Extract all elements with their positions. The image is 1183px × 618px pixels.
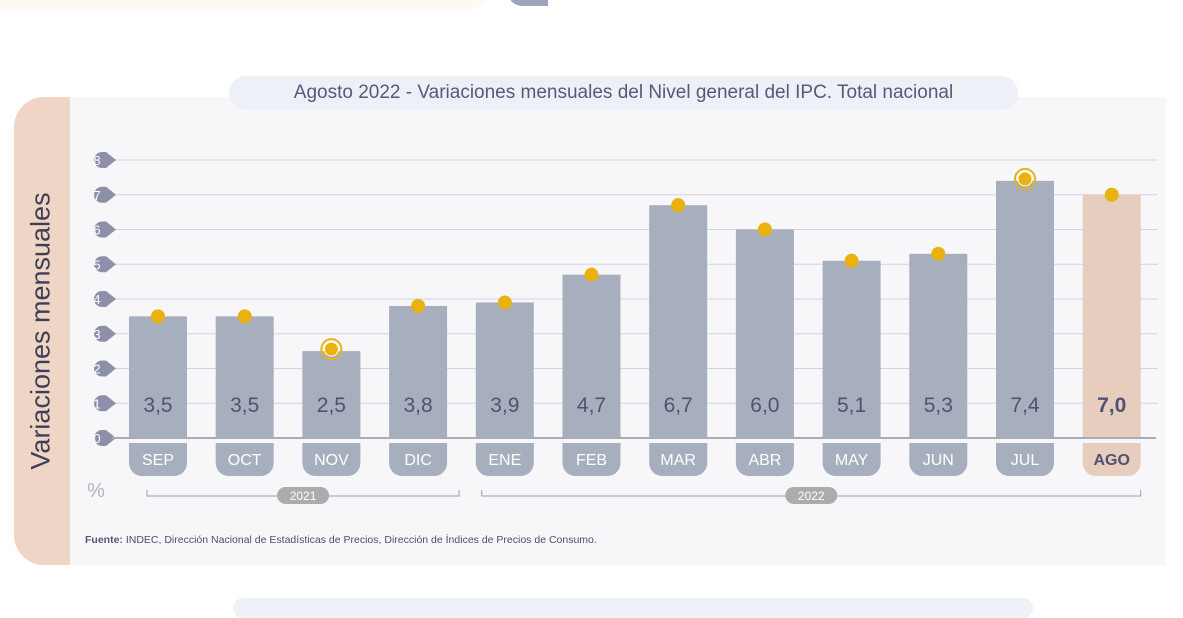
y-tick-label: 8 — [93, 153, 100, 168]
y-tick-label: 7 — [93, 188, 100, 203]
x-tick-badge — [215, 443, 274, 476]
marker-ring — [1014, 167, 1036, 190]
y-tick-label: 4 — [93, 292, 100, 307]
marker-dot — [844, 253, 859, 268]
y-tick-badge — [94, 395, 116, 412]
marker-dot — [151, 309, 165, 324]
bar-jun — [909, 253, 968, 438]
y-tick-badge — [94, 360, 116, 377]
marker-ring — [320, 338, 343, 361]
marker-dot — [323, 341, 339, 357]
value-label: 5,1 — [837, 394, 866, 417]
y-tick-badge — [94, 430, 116, 446]
x-tick-badge — [909, 443, 968, 476]
y-tick-badge — [94, 221, 116, 238]
source-label: Fuente: — [85, 534, 123, 546]
bar-may — [822, 260, 881, 438]
x-tick-label: DIC — [404, 452, 432, 469]
source-text: INDEC, Dirección Nacional de Estadística… — [122, 534, 597, 546]
value-label: 7,4 — [1010, 394, 1040, 417]
y-tick-label: 6 — [93, 223, 100, 238]
bar-oct — [215, 316, 274, 438]
value-label: 3,9 — [490, 394, 519, 417]
y-tick-label: 3 — [93, 327, 100, 342]
x-tick-badge — [996, 443, 1054, 476]
marker-dot — [931, 246, 946, 261]
y-tick-label: 5 — [93, 257, 100, 272]
marker-dot — [237, 309, 252, 324]
value-label: 4,7 — [577, 394, 606, 417]
value-label: 7,0 — [1097, 394, 1126, 417]
bar-ago — [1082, 194, 1141, 438]
x-tick-label: FEB — [576, 452, 607, 469]
value-label: 5,3 — [924, 394, 953, 417]
bar-abr — [735, 229, 794, 438]
y-unit-label: % — [87, 480, 105, 502]
previous-tab — [508, 0, 548, 6]
marker-dot — [584, 267, 599, 282]
marker-dot — [757, 222, 772, 237]
year-label: 2022 — [798, 489, 825, 503]
chart-svg: 0 1 2 3 4 5 6 7 8 3,5 SEP 3,5 OCT 2,5 NOV 3,8 DIC 3,9 ENE 4… — [87, 152, 1158, 504]
x-tick-badge — [475, 443, 534, 476]
bar-feb — [562, 274, 621, 438]
value-label: 6,0 — [750, 394, 779, 417]
bar-mar — [649, 205, 708, 438]
y-tick-badge — [94, 256, 116, 273]
year-label: 2021 — [290, 489, 317, 503]
x-tick-label: JUL — [1011, 452, 1040, 469]
x-tick-label: SEP — [142, 452, 174, 469]
x-tick-badge — [129, 443, 187, 476]
value-label: 6,7 — [664, 394, 693, 417]
value-label: 3,5 — [230, 394, 259, 417]
marker-dot — [671, 198, 686, 213]
y-tick-badge — [94, 186, 116, 203]
marker-dot — [497, 295, 512, 310]
marker-dot — [1104, 187, 1119, 202]
value-label: 3,8 — [403, 394, 432, 417]
y-tick-label: 2 — [93, 362, 100, 377]
x-tick-label: ABR — [748, 452, 781, 469]
bar-sep — [129, 316, 187, 438]
bar-ene — [475, 302, 534, 438]
x-tick-label: JUN — [923, 452, 954, 469]
x-tick-label: OCT — [228, 452, 262, 469]
x-tick-label: AGO — [1093, 452, 1129, 469]
x-tick-label: NOV — [314, 452, 349, 469]
x-tick-badge — [562, 443, 621, 476]
year-badge — [277, 487, 330, 504]
y-tick-badge — [94, 152, 116, 168]
x-tick-badge — [389, 443, 448, 476]
value-label: 2,5 — [317, 394, 346, 417]
bar-jul — [996, 180, 1054, 438]
next-card — [233, 598, 1033, 618]
year-badge — [785, 487, 838, 504]
marker-dot — [411, 298, 426, 313]
y-tick-badge — [94, 325, 116, 342]
source-note: Fuente: INDEC, Dirección Nacional de Est… — [85, 534, 597, 546]
x-tick-label: MAR — [660, 452, 696, 469]
marker-dot — [1017, 171, 1033, 187]
y-tick-label: 0 — [93, 431, 100, 446]
y-tick-label: 1 — [93, 396, 100, 411]
x-tick-badge — [1082, 443, 1141, 476]
chart-title: Agosto 2022 - Variaciones mensuales del … — [229, 76, 1018, 110]
y-tick-badge — [94, 291, 116, 307]
bar-dic — [389, 305, 448, 438]
x-tick-badge — [302, 443, 361, 476]
x-tick-badge — [649, 443, 708, 476]
x-tick-label: ENE — [488, 452, 521, 469]
value-label: 3,5 — [143, 394, 172, 417]
bar-nov — [302, 351, 361, 438]
x-tick-badge — [822, 443, 881, 476]
x-tick-label: MAY — [835, 452, 869, 469]
previous-card — [0, 0, 490, 10]
x-tick-badge — [735, 443, 794, 476]
